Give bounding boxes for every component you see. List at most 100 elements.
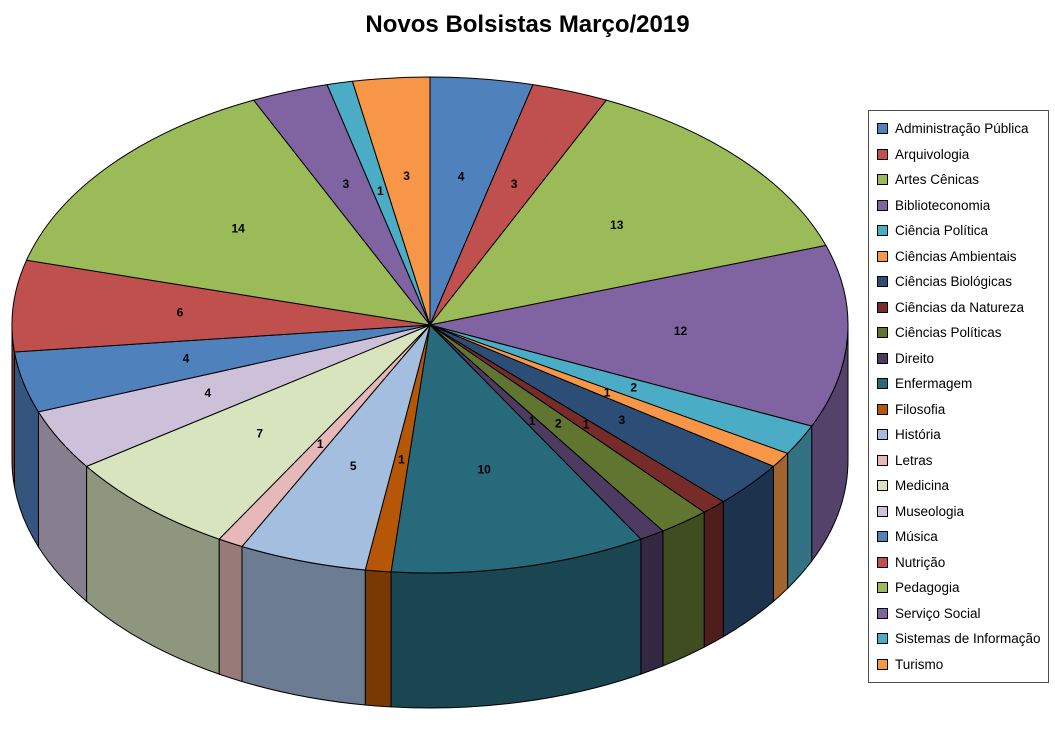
legend-swatch	[877, 531, 888, 543]
legend-swatch	[877, 429, 888, 441]
pie-slice[interactable]	[428, 99, 827, 326]
legend-item[interactable]: Artes Cênicas	[877, 167, 1044, 193]
legend-label: Sistemas de Informação	[895, 631, 1041, 647]
slice-value-label: 6	[177, 306, 184, 320]
slice-value-label: 14	[231, 221, 245, 235]
legend-item[interactable]: Ciências Biológicas	[877, 269, 1044, 295]
pie-slice[interactable]	[85, 324, 431, 540]
pie-slice[interactable]	[11, 259, 431, 353]
legend-item[interactable]: História	[877, 422, 1044, 448]
pie-slice-side[interactable]	[703, 500, 724, 649]
legend-label: História	[895, 427, 941, 443]
legend-label: Artes Cênicas	[895, 172, 980, 188]
pie-slice-side[interactable]	[772, 452, 789, 603]
legend-swatch	[877, 225, 888, 237]
legend-item[interactable]: Museologia	[877, 499, 1044, 525]
pie-slice-side[interactable]	[241, 545, 366, 706]
legend-item[interactable]: Biblioteconomia	[877, 193, 1044, 219]
legend-swatch	[877, 480, 888, 492]
pie-slice[interactable]	[390, 323, 642, 574]
legend-label: Ciências da Natureza	[895, 299, 1025, 315]
legend-label: Pedagogia	[895, 580, 960, 596]
legend-item[interactable]: Medicina	[877, 473, 1044, 499]
legend-item[interactable]: Filosofia	[877, 397, 1044, 423]
slice-value-label: 2	[630, 380, 637, 394]
legend-swatch	[877, 505, 888, 517]
pie-slice-side[interactable]	[662, 511, 705, 667]
pie-slice[interactable]	[25, 99, 432, 326]
legend: Administração Pública Arquivologia Artes C…	[868, 110, 1049, 683]
pie-slice-side[interactable]	[640, 530, 664, 675]
pie-slice-side[interactable]	[364, 569, 392, 708]
legend-swatch	[877, 276, 888, 288]
legend-item[interactable]: Ciências Políticas	[877, 320, 1044, 346]
slice-value-label: 4	[183, 352, 190, 366]
legend-label: Arquivologia	[895, 146, 970, 162]
slice-value-label: 2	[555, 417, 562, 431]
legend-item[interactable]: Turismo	[877, 652, 1044, 678]
legend-item[interactable]: Direito	[877, 346, 1044, 372]
pie-slice[interactable]	[351, 76, 431, 326]
slice-value-label: 1	[398, 453, 405, 467]
legend-item[interactable]: Administração Pública	[877, 116, 1044, 142]
legend-item[interactable]: Ciências Ambientais	[877, 244, 1044, 270]
legend-item[interactable]: Ciências da Natureza	[877, 295, 1044, 321]
slice-value-label: 1	[529, 414, 536, 428]
slice-value-label: 1	[317, 437, 324, 451]
legend-item[interactable]: Serviço Social	[877, 601, 1044, 627]
legend-swatch	[877, 327, 888, 339]
slice-value-label: 1	[377, 184, 384, 198]
legend-swatch	[877, 658, 888, 670]
legend-label: Nutrição	[895, 554, 946, 570]
legend-label: Letras	[895, 452, 933, 468]
legend-item[interactable]: Enfermagem	[877, 371, 1044, 397]
slice-value-label: 1	[583, 417, 590, 431]
legend-swatch	[877, 148, 888, 160]
slice-value-label: 3	[403, 169, 410, 183]
legend-label: Administração Pública	[895, 121, 1029, 137]
slice-value-label: 4	[204, 386, 211, 400]
legend-label: Turismo	[895, 656, 944, 672]
chart-title: Novos Bolsistas Março/2019	[365, 11, 690, 38]
pie-slice-side[interactable]	[218, 538, 243, 683]
legend-swatch	[877, 607, 888, 619]
legend-swatch	[877, 301, 888, 313]
legend-swatch	[877, 199, 888, 211]
pie-slice[interactable]	[429, 244, 849, 427]
legend-item[interactable]: Sistemas de Informação	[877, 626, 1044, 652]
legend-swatch	[877, 352, 888, 364]
legend-swatch	[877, 378, 888, 390]
slice-value-label: 4	[458, 170, 465, 184]
legend-label: Serviço Social	[895, 605, 981, 621]
slice-value-label: 3	[511, 177, 518, 191]
legend-swatch	[877, 454, 888, 466]
legend-label: Museologia	[895, 503, 965, 519]
legend-swatch	[877, 174, 888, 186]
slice-value-label: 13	[610, 218, 624, 232]
slice-value-label: 3	[619, 413, 626, 427]
slice-value-label: 1	[604, 385, 611, 399]
legend-item[interactable]: Nutrição	[877, 550, 1044, 576]
legend-item[interactable]: Ciência Política	[877, 218, 1044, 244]
legend-label: Direito	[895, 350, 935, 366]
legend-label: Ciências Políticas	[895, 325, 1002, 341]
legend-label: Medicina	[895, 478, 950, 494]
legend-item[interactable]: Pedagogia	[877, 575, 1044, 601]
legend-label: Ciências Biológicas	[895, 274, 1013, 290]
legend-swatch	[877, 633, 888, 645]
legend-item[interactable]: Música	[877, 524, 1044, 550]
legend-label: Ciência Política	[895, 223, 989, 239]
legend-item[interactable]: Arquivologia	[877, 142, 1044, 168]
legend-swatch	[877, 582, 888, 594]
legend-label: Música	[895, 529, 938, 545]
slice-value-label: 10	[477, 462, 491, 476]
legend-swatch	[877, 556, 888, 568]
slice-value-label: 7	[256, 426, 263, 440]
legend-swatch	[877, 403, 888, 415]
slice-value-label: 12	[674, 324, 688, 338]
legend-swatch	[877, 123, 888, 135]
legend-swatch	[877, 250, 888, 262]
legend-item[interactable]: Letras	[877, 448, 1044, 474]
legend-label: Ciências Ambientais	[895, 248, 1017, 264]
